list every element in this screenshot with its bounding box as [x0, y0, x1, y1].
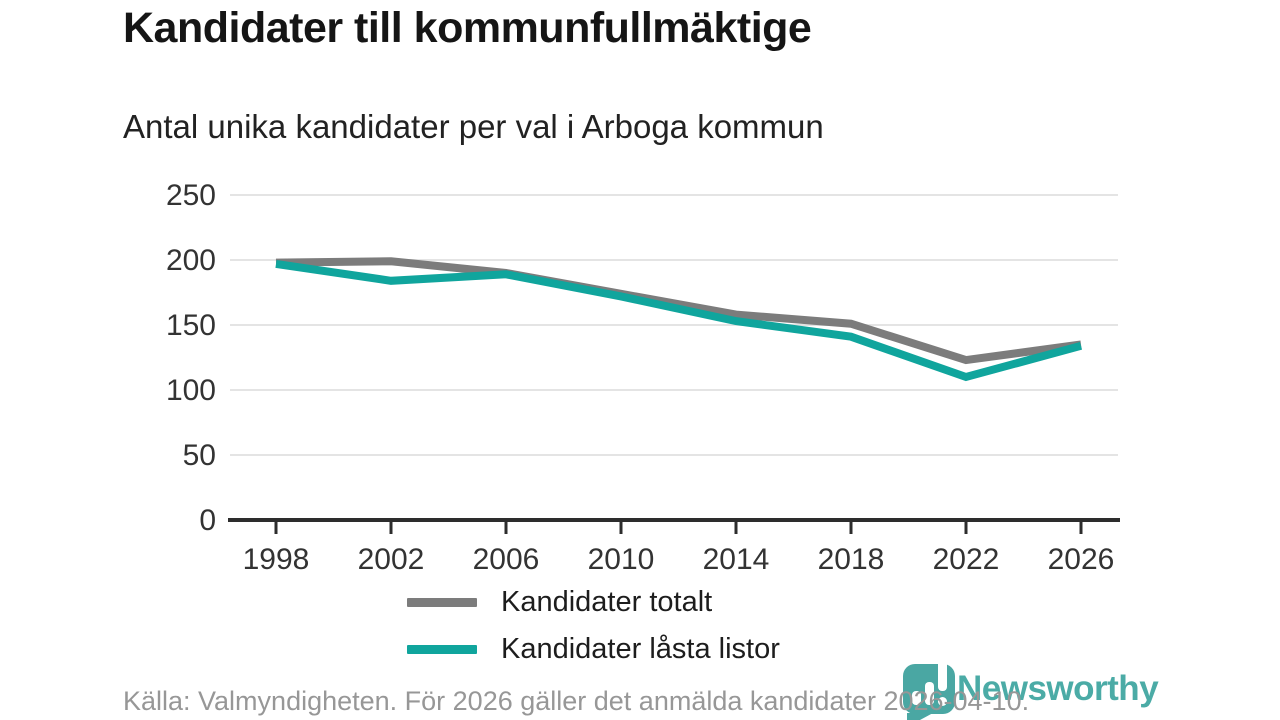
newsworthy-logo: [903, 655, 955, 720]
svg-text:250: 250: [166, 179, 216, 212]
svg-text:2022: 2022: [933, 543, 1000, 575]
legend-item-kandidater-totalt[interactable]: Kandidater totalt: [407, 579, 780, 626]
chart-canvas: 0 50 100 150 200 250 1998 2002 2006 2010 2014 2018 2…: [166, 179, 1120, 576]
legend-item-kandidater-lasta-listor[interactable]: Kandidater låsta listor: [407, 626, 780, 673]
logo-bar-medium: [925, 682, 934, 705]
line-chart: 0 50 100 150 200 250 1998 2002 2006 2010 2014 2018 2…: [140, 175, 1140, 681]
page-title: Kandidater till kommunfullmäktige: [123, 4, 812, 52]
newsworthy-wordmark: Newsworthy: [957, 669, 1159, 708]
svg-text:2002: 2002: [358, 543, 425, 575]
svg-text:1998: 1998: [243, 543, 310, 575]
chart-legend: Kandidater totalt Kandidater låsta listo…: [395, 575, 796, 681]
svg-text:100: 100: [166, 374, 216, 407]
legend-swatch-lasta-listor: [407, 645, 477, 654]
logo-bar-small: [912, 691, 921, 705]
source-note: Källa: Valmyndigheten. För 2026 gäller d…: [123, 686, 1030, 716]
svg-text:50: 50: [183, 439, 216, 472]
legend-label-totalt: Kandidater totalt: [501, 586, 713, 618]
svg-text:2026: 2026: [1048, 543, 1115, 575]
svg-text:200: 200: [166, 244, 216, 277]
logo-bubble-tail: [907, 713, 933, 720]
svg-text:2014: 2014: [703, 543, 770, 575]
newsworthy-brand-link[interactable]: Newsworthy: [903, 655, 1163, 720]
legend-swatch-totalt: [407, 598, 477, 607]
chart-subtitle: Antal unika kandidater per val i Arboga …: [123, 108, 824, 145]
logo-exclamation-dot: [938, 697, 947, 706]
svg-text:0: 0: [199, 504, 216, 537]
svg-text:2010: 2010: [588, 543, 655, 575]
svg-text:2006: 2006: [473, 543, 540, 575]
svg-text:2018: 2018: [818, 543, 885, 575]
legend-label-lasta-listor: Kandidater låsta listor: [501, 633, 780, 665]
svg-text:150: 150: [166, 309, 216, 342]
logo-exclamation-bar: [938, 655, 947, 691]
